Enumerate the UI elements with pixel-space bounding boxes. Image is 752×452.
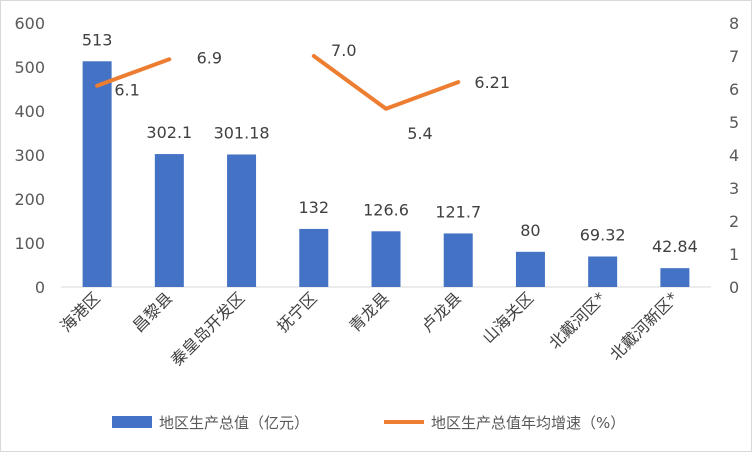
bar	[227, 154, 257, 287]
bar-data-label: 132	[299, 198, 330, 217]
bar	[660, 268, 690, 287]
bar-data-label: 121.7	[435, 202, 481, 221]
y-right-tick-label: 3	[729, 179, 739, 198]
line-data-label: 6.21	[474, 73, 510, 92]
bar	[515, 251, 545, 287]
x-category-label: 昌黎县	[129, 288, 176, 335]
y-right-tick-label: 2	[729, 212, 739, 231]
line-data-label: 6.1	[114, 81, 139, 100]
bar-data-label: 126.6	[363, 200, 409, 219]
bar-data-label: 513	[82, 30, 113, 49]
bar	[443, 233, 473, 287]
y-right-tick-label: 0	[729, 278, 739, 297]
bar	[299, 228, 329, 287]
x-category-label: 海港区	[57, 288, 104, 335]
bar-data-label: 301.18	[214, 123, 270, 142]
bar	[154, 154, 184, 287]
x-category-label: 秦皇岛开发区	[167, 288, 248, 369]
x-category-label: 北戴河区*	[545, 288, 609, 352]
bar	[588, 256, 618, 287]
y-left-tick-label: 200	[14, 190, 45, 209]
y-left-tick-label: 400	[14, 102, 45, 121]
y-right-tick-label: 1	[729, 245, 739, 264]
bar	[82, 61, 112, 287]
growth-line-segment	[311, 54, 461, 111]
y-left-tick-label: 600	[14, 14, 45, 33]
legend-label: 地区生产总值（亿元）	[159, 414, 309, 432]
line-data-label: 5.4	[407, 124, 432, 143]
line-data-label: 7.0	[331, 41, 356, 60]
y-right-tick-label: 4	[729, 146, 739, 165]
y-right-tick-label: 8	[729, 14, 739, 33]
bar-data-label: 302.1	[146, 123, 192, 142]
x-category-label: 北戴河新区*	[606, 288, 682, 364]
bar-data-label: 80	[520, 221, 540, 240]
legend-label: 地区生产总值年均增速（%）	[431, 414, 625, 432]
bar-data-label: 69.32	[580, 225, 626, 244]
line-data-label: 6.9	[197, 48, 222, 67]
y-right-tick-label: 5	[729, 113, 739, 132]
y-left-tick-label: 300	[14, 146, 45, 165]
bar	[371, 231, 401, 287]
y-left-tick-label: 500	[14, 58, 45, 77]
x-category-label: 山海关区	[479, 288, 538, 347]
bar-data-label: 42.84	[652, 237, 698, 256]
x-category-label: 卢龙县	[418, 288, 465, 335]
y-right-tick-label: 6	[729, 80, 739, 99]
y-left-tick-label: 0	[35, 278, 45, 297]
y-right-tick-label: 7	[729, 47, 739, 66]
x-category-label: 青龙县	[345, 288, 392, 335]
y-left-tick-label: 100	[14, 234, 45, 253]
legend-swatch-bar	[112, 416, 152, 428]
growth-line-segment	[95, 57, 172, 88]
x-category-label: 抚宁区	[273, 288, 320, 335]
